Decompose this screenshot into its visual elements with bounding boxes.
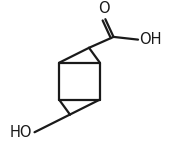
Text: HO: HO — [10, 125, 33, 140]
Text: OH: OH — [139, 32, 162, 47]
Text: O: O — [98, 1, 110, 16]
